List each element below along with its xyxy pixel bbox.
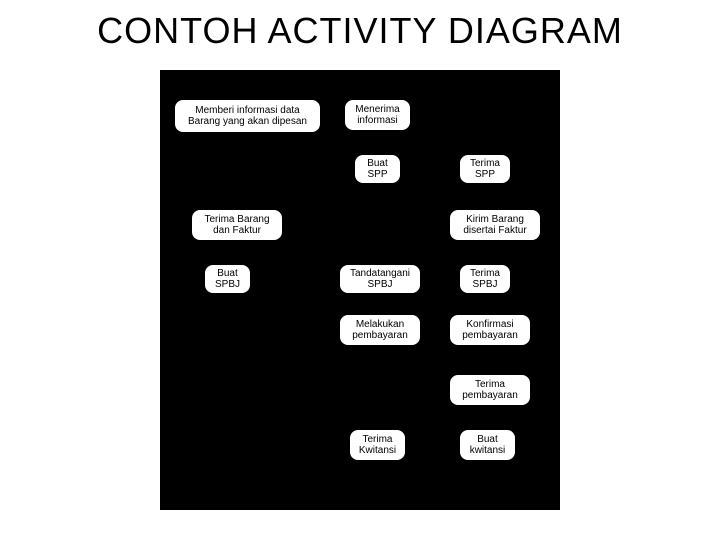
- activity-node: TerimaKwitansi: [350, 430, 405, 460]
- activity-node: Terima Barangdan Faktur: [192, 210, 282, 240]
- activity-diagram: Memberi informasi dataBarang yang akan d…: [160, 70, 560, 510]
- activity-node: BuatSPBJ: [205, 265, 250, 293]
- activity-node: Buatkwitansi: [460, 430, 515, 460]
- activity-node: Menerimainformasi: [345, 100, 410, 130]
- activity-node: BuatSPP: [355, 155, 400, 183]
- activity-node: Terimapembayaran: [450, 375, 530, 405]
- activity-node: TerimaSPP: [460, 155, 510, 183]
- activity-node: Kirim Barangdisertai Faktur: [450, 210, 540, 240]
- page-title: CONTOH ACTIVITY DIAGRAM: [0, 10, 720, 52]
- activity-node: TerimaSPBJ: [460, 265, 510, 293]
- activity-node: TandatanganiSPBJ: [340, 265, 420, 293]
- activity-node: Memberi informasi dataBarang yang akan d…: [175, 100, 320, 132]
- page: CONTOH ACTIVITY DIAGRAM Memberi informas…: [0, 0, 720, 540]
- activity-node: Konfirmasipembayaran: [450, 315, 530, 345]
- activity-node: Melakukanpembayaran: [340, 315, 420, 345]
